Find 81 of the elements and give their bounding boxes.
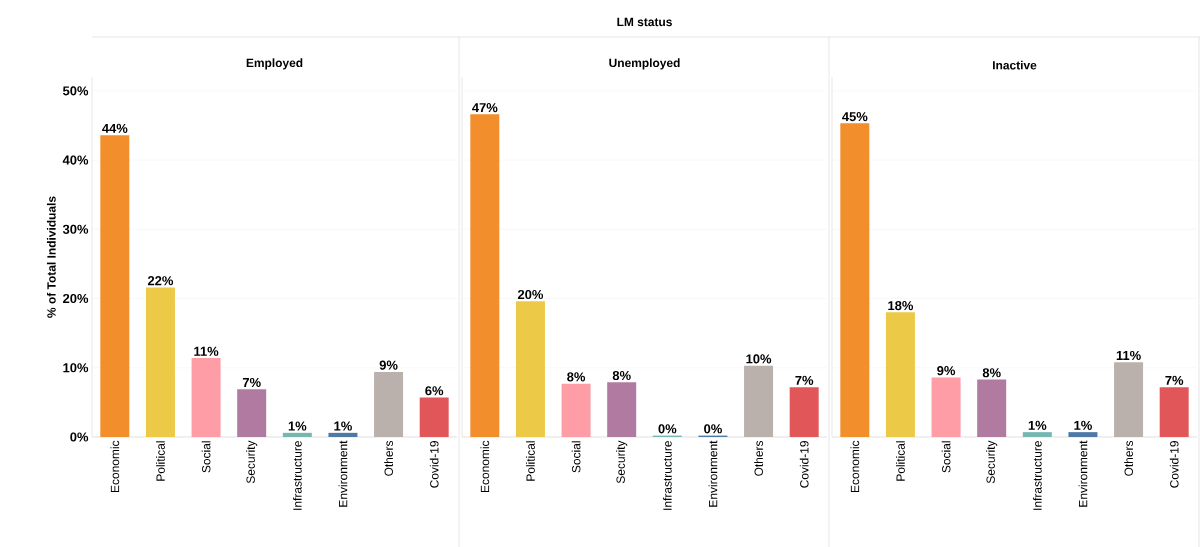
x-tick-label: Political bbox=[156, 441, 165, 481]
x-tick-label: Political bbox=[526, 441, 535, 481]
bar bbox=[607, 382, 637, 437]
x-tick-label: Environment bbox=[708, 440, 718, 507]
x-tick-label: Social bbox=[941, 441, 951, 473]
bar bbox=[470, 114, 500, 437]
bar bbox=[419, 397, 449, 437]
y-tick-label: 10% bbox=[63, 363, 89, 373]
data-label: 18% bbox=[888, 301, 914, 311]
data-label: 22% bbox=[147, 276, 174, 286]
data-label: 9% bbox=[379, 360, 398, 370]
bar bbox=[191, 358, 221, 437]
x-tick-label: Economic bbox=[110, 440, 120, 493]
data-label: 47% bbox=[472, 103, 498, 113]
bar bbox=[282, 432, 312, 437]
x-tick-label: Infrastructure bbox=[1032, 441, 1042, 510]
data-label: 7% bbox=[242, 377, 261, 388]
bar bbox=[977, 379, 1007, 437]
data-label: 1% bbox=[1028, 420, 1047, 430]
x-tick-label: Others bbox=[1124, 440, 1133, 476]
bar bbox=[1068, 432, 1098, 437]
data-label: 10% bbox=[746, 354, 772, 364]
x-tick-label: Covid-19 bbox=[429, 441, 439, 488]
text: LM status bbox=[617, 17, 672, 27]
x-tick-label: Covid-19 bbox=[799, 441, 809, 488]
data-label: 45% bbox=[842, 112, 868, 122]
data-label: 6% bbox=[425, 386, 444, 396]
bar bbox=[237, 389, 267, 437]
y-tick-label: 40% bbox=[62, 155, 89, 165]
bar bbox=[744, 365, 774, 437]
data-label: 8% bbox=[567, 372, 586, 382]
chart-title: Inactive bbox=[993, 60, 1037, 70]
data-label: 7% bbox=[1165, 375, 1184, 385]
bar bbox=[374, 371, 404, 437]
y-axis-title: % of Total Individuals bbox=[46, 196, 56, 318]
y-tick-label: 30% bbox=[62, 224, 89, 234]
data-label: 1% bbox=[288, 421, 307, 431]
data-label: 44% bbox=[102, 123, 128, 133]
bar bbox=[931, 377, 961, 437]
x-tick-label: Covid-19 bbox=[1169, 441, 1179, 488]
x-tick-label: Political bbox=[896, 441, 905, 481]
x-tick-label: Security bbox=[986, 440, 998, 484]
data-label: 11% bbox=[1116, 350, 1141, 361]
data-label: 8% bbox=[982, 368, 1001, 378]
bar bbox=[789, 387, 819, 437]
bar bbox=[515, 301, 545, 437]
chart-title: Employed bbox=[246, 58, 303, 70]
y-tick-label: 50% bbox=[62, 86, 89, 96]
bar bbox=[1022, 432, 1052, 437]
data-label: 20% bbox=[517, 289, 544, 300]
bar bbox=[885, 312, 915, 437]
data-label: 0% bbox=[658, 424, 677, 434]
data-label: 7% bbox=[795, 375, 814, 385]
x-tick-label: Others bbox=[754, 440, 763, 476]
chart-title: Unemployed bbox=[609, 58, 680, 70]
data-label: 1% bbox=[1074, 420, 1092, 430]
x-tick-label: Environment bbox=[338, 440, 348, 507]
x-tick-label: Infrastructure bbox=[662, 441, 672, 510]
data-label: 11% bbox=[194, 346, 219, 356]
x-tick-label: Economic bbox=[480, 440, 490, 493]
x-tick-label: Security bbox=[246, 440, 258, 484]
data-label: 1% bbox=[334, 421, 352, 431]
bar bbox=[840, 123, 870, 437]
bar bbox=[1159, 387, 1189, 437]
x-tick-label: Infrastructure bbox=[292, 441, 302, 510]
bar bbox=[100, 135, 130, 437]
bar bbox=[328, 432, 358, 437]
x-tick-label: Others bbox=[384, 440, 393, 476]
x-tick-label: Security bbox=[616, 440, 628, 484]
bar bbox=[1114, 362, 1144, 437]
y-tick-label: 0% bbox=[70, 432, 89, 442]
x-tick-label: Social bbox=[201, 441, 211, 473]
y-tick-label: 20% bbox=[63, 293, 89, 304]
data-label: 0% bbox=[704, 424, 722, 434]
bar bbox=[561, 383, 591, 437]
x-tick-label: Environment bbox=[1078, 440, 1088, 507]
data-label: 9% bbox=[937, 366, 956, 376]
x-tick-label: Economic bbox=[850, 440, 860, 493]
bar bbox=[145, 287, 175, 437]
x-tick-label: Social bbox=[571, 441, 581, 473]
data-label: 8% bbox=[612, 370, 631, 381]
